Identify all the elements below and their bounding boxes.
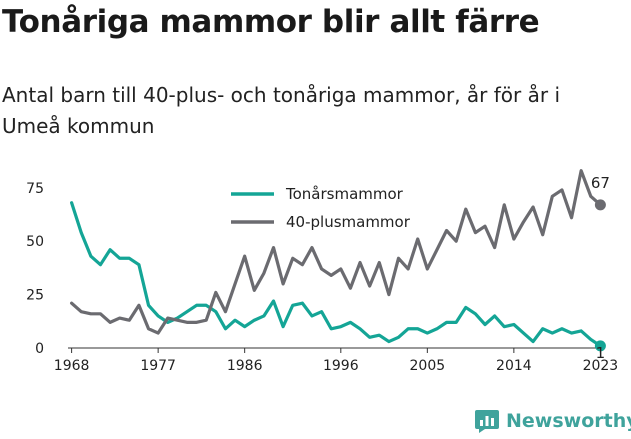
series-end-label-1: 67	[591, 174, 610, 192]
y-tick: 0	[35, 341, 44, 357]
y-tick-label: 75	[26, 181, 44, 197]
x-tick: 1986	[227, 348, 263, 374]
series-line-0	[70, 201, 602, 348]
x-tick: 1968	[54, 348, 90, 374]
y-tick-label: 50	[26, 234, 44, 250]
y-tick: 25	[26, 288, 44, 304]
y-axis: 0 25 50 75	[26, 181, 44, 357]
legend-item-0: Tonårsmammor	[231, 185, 404, 203]
x-tick-label: 1986	[227, 358, 263, 374]
series-layer	[70, 169, 606, 352]
y-tick-label: 0	[35, 341, 44, 357]
y-tick: 75	[26, 181, 44, 197]
series-end-point-0	[594, 340, 606, 352]
legend: Tonårsmammor 40-plusmammor	[231, 185, 411, 231]
x-tick-label: 1996	[323, 358, 359, 374]
newsworthy-logo: Newsworthy	[474, 408, 631, 434]
legend-label: Tonårsmammor	[285, 185, 404, 203]
x-tick-label: 1977	[140, 358, 176, 374]
x-tick: 2005	[410, 348, 446, 374]
chart-title: Tonåriga mammor blir allt färre	[2, 4, 540, 40]
x-tick: 2014	[496, 348, 532, 374]
series-end-label-0: 1	[596, 344, 606, 362]
series-end-point-1	[594, 199, 606, 211]
legend-item-1: 40-plusmammor	[231, 213, 411, 231]
x-tick: 1996	[323, 348, 359, 374]
x-tick-label: 2023	[583, 358, 619, 374]
chart-subtitle: Antal barn till 40-plus- och tonåriga ma…	[2, 83, 561, 138]
x-tick-label: 2014	[496, 358, 532, 374]
x-tick-label: 1968	[54, 358, 90, 374]
y-tick-label: 25	[26, 288, 44, 304]
x-tick: 1977	[140, 348, 176, 374]
newsworthy-icon	[475, 410, 499, 433]
y-tick: 50	[26, 234, 44, 250]
x-axis: 1968 1977 1986 1996 2005 2014 2023	[54, 347, 619, 374]
x-tick-label: 2005	[410, 358, 446, 374]
series-line-1	[70, 169, 602, 335]
end-labels: 1 67	[591, 174, 610, 362]
brand-name: Newsworthy	[506, 410, 631, 432]
legend-label: 40-plusmammor	[286, 213, 411, 231]
